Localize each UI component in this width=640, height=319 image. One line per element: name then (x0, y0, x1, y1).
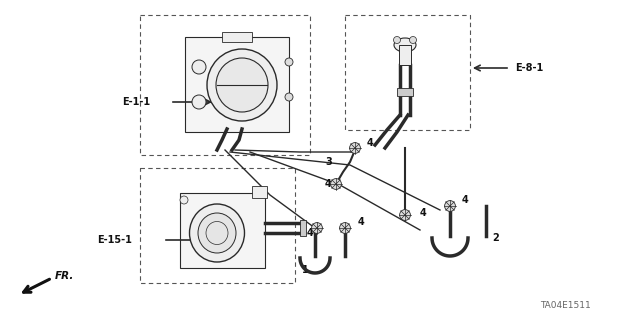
Text: E-15-1: E-15-1 (97, 235, 132, 245)
Ellipse shape (312, 223, 323, 234)
Text: FR.: FR. (55, 271, 74, 281)
Text: 2: 2 (492, 233, 499, 243)
Ellipse shape (399, 210, 410, 220)
Ellipse shape (285, 93, 293, 101)
Bar (140, 168, 295, 283)
Ellipse shape (192, 60, 206, 74)
Bar (180, 193, 265, 268)
Ellipse shape (394, 38, 416, 52)
Ellipse shape (340, 223, 351, 234)
Ellipse shape (192, 95, 206, 109)
Ellipse shape (198, 213, 236, 253)
Bar (140, 15, 310, 155)
Ellipse shape (189, 204, 244, 262)
Bar (399, 45, 411, 65)
Bar (252, 186, 267, 198)
Text: 4: 4 (462, 195, 468, 205)
Text: 4: 4 (420, 208, 427, 218)
Text: E-1-1: E-1-1 (122, 97, 150, 107)
Text: 3: 3 (325, 157, 332, 167)
Bar (300, 220, 306, 236)
Bar (222, 32, 252, 42)
Ellipse shape (394, 36, 401, 43)
Ellipse shape (180, 196, 188, 204)
Text: 1: 1 (302, 265, 308, 275)
Text: E-8-1: E-8-1 (515, 63, 543, 73)
Ellipse shape (216, 58, 268, 112)
Ellipse shape (207, 49, 277, 121)
Bar (185, 37, 289, 132)
Ellipse shape (331, 179, 341, 189)
Text: TA04E1511: TA04E1511 (540, 300, 590, 309)
Ellipse shape (285, 58, 293, 66)
Ellipse shape (410, 36, 417, 43)
Bar (397, 88, 413, 96)
Text: 4: 4 (307, 228, 314, 238)
Text: 4: 4 (325, 179, 332, 189)
Text: 4: 4 (367, 138, 374, 148)
Text: 4: 4 (358, 217, 365, 227)
Ellipse shape (445, 201, 456, 211)
Bar (345, 15, 470, 130)
Ellipse shape (349, 143, 360, 153)
